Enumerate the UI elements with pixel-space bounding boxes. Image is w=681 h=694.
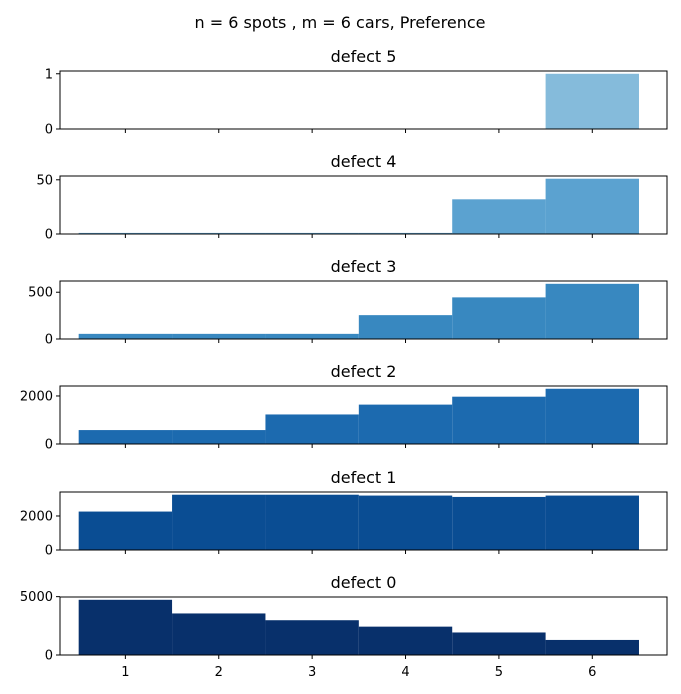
x-tick-label: 1 (121, 665, 129, 680)
x-tick-label: 5 (495, 665, 503, 680)
bar (545, 388, 639, 444)
bar (452, 632, 546, 655)
chart-title: n = 6 spots , m = 6 cars, Preference (194, 13, 485, 32)
axes-frame (59, 385, 668, 445)
bar (358, 232, 453, 234)
bar (452, 297, 546, 339)
bar (265, 232, 359, 234)
panel-1: defect 5 0 1 (45, 47, 668, 138)
y-tick-label: 0 (45, 438, 53, 453)
x-tick-label: 4 (401, 665, 409, 680)
bar (172, 613, 266, 655)
axes-frame (59, 175, 668, 235)
bar (358, 315, 453, 339)
bar (78, 232, 173, 234)
x-tick-label: 6 (588, 665, 596, 680)
bar (265, 333, 359, 339)
panel-title: defect 2 (331, 362, 397, 381)
bar (172, 333, 266, 339)
axes-frame (59, 491, 668, 551)
panel-6: defect 0 0 5000 1 2 3 4 5 6 (20, 573, 668, 680)
panel-4: defect 2 0 2000 (20, 362, 668, 453)
panel-title: defect 3 (331, 257, 397, 276)
bar (265, 494, 359, 550)
bar (172, 430, 266, 444)
bar (545, 73, 639, 129)
x-tick-label: 3 (308, 665, 316, 680)
bar (172, 232, 266, 234)
bar (545, 283, 639, 339)
bar (452, 496, 546, 550)
panel-3: defect 3 0 500 (28, 257, 668, 348)
axes-frame (59, 280, 668, 340)
bar (78, 599, 173, 655)
bar (265, 414, 359, 444)
y-tick-label: 2000 (20, 509, 53, 524)
bar (172, 494, 266, 550)
bar (358, 626, 453, 655)
axes-frame (59, 70, 668, 130)
y-tick-label: 5000 (20, 590, 53, 605)
y-tick-label: 1 (45, 67, 53, 82)
bar (545, 178, 639, 234)
bar (78, 333, 173, 339)
bar (265, 620, 359, 655)
panel-title: defect 5 (331, 47, 397, 66)
panel-title: defect 1 (331, 468, 397, 487)
y-tick-label: 0 (45, 333, 53, 348)
panel-2: defect 4 0 50 (36, 152, 668, 243)
panel-5: defect 1 0 2000 (20, 468, 668, 559)
y-tick-label: 0 (45, 228, 53, 243)
y-tick-label: 500 (28, 286, 53, 301)
bar (358, 404, 453, 444)
y-tick-label: 0 (45, 544, 53, 559)
bar (358, 495, 453, 550)
y-tick-label: 50 (36, 173, 53, 188)
bar (545, 495, 639, 550)
axes-frame (59, 596, 668, 656)
panel-title: defect 4 (331, 152, 397, 171)
x-tick-label: 2 (215, 665, 223, 680)
panel-title: defect 0 (331, 573, 397, 592)
bar (78, 511, 173, 550)
y-tick-label: 0 (45, 123, 53, 138)
bar (452, 199, 546, 234)
y-tick-label: 2000 (20, 389, 53, 404)
y-tick-label: 0 (45, 649, 53, 664)
bar (78, 430, 173, 444)
bar (452, 396, 546, 444)
bar (545, 639, 639, 655)
